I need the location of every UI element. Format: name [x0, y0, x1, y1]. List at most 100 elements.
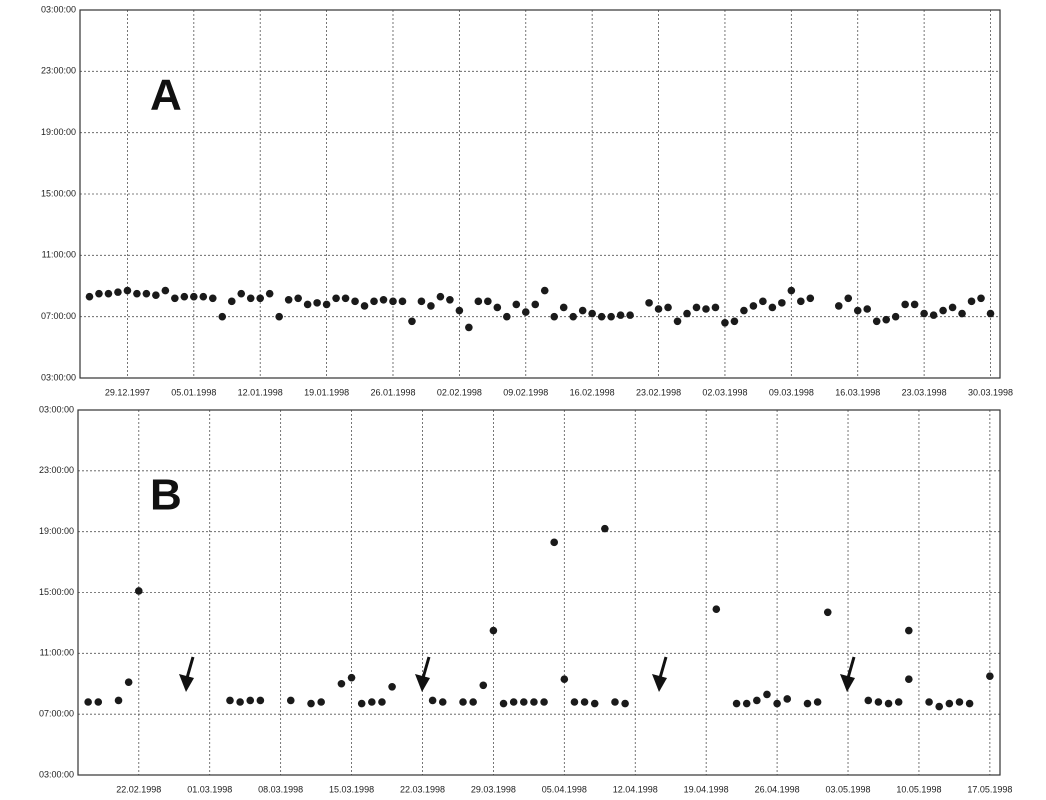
- point: [438, 698, 447, 706]
- point: [834, 302, 843, 310]
- point: [905, 675, 913, 683]
- point: [864, 696, 873, 705]
- point: [455, 306, 464, 315]
- point: [142, 289, 151, 298]
- point: [521, 308, 530, 316]
- point: [275, 312, 283, 321]
- point: [773, 699, 781, 708]
- x-tick-label: 08.03.1998: [258, 784, 303, 794]
- x-tick-label: 29.12.1997: [105, 387, 150, 397]
- point: [778, 299, 786, 307]
- point: [94, 698, 103, 706]
- point: [256, 696, 265, 705]
- x-tick-label: 09.03.1998: [769, 387, 814, 397]
- y-tick-label: 23:00:00: [41, 66, 76, 76]
- point: [190, 292, 198, 301]
- point: [294, 294, 302, 303]
- y-tick-label: 19:00:00: [41, 127, 76, 137]
- point: [303, 300, 312, 309]
- point: [844, 294, 853, 303]
- x-tick-label: 02.02.1998: [437, 387, 482, 397]
- arrow: [846, 656, 856, 679]
- x-tick-label: 16.03.1998: [835, 387, 880, 397]
- point: [236, 698, 244, 706]
- point: [730, 317, 739, 326]
- point: [813, 698, 822, 706]
- point: [823, 608, 832, 617]
- point: [787, 286, 796, 295]
- x-tick-label: 22.02.1998: [116, 784, 161, 794]
- point: [607, 312, 615, 321]
- point: [503, 312, 511, 321]
- point: [134, 587, 143, 595]
- point: [246, 294, 255, 303]
- point: [114, 696, 123, 705]
- point: [104, 289, 113, 298]
- point: [753, 696, 761, 705]
- point: [986, 309, 995, 318]
- x-tick-label: 12.01.1998: [238, 387, 283, 397]
- point: [161, 286, 170, 295]
- point: [313, 299, 321, 307]
- point: [341, 294, 350, 303]
- point: [246, 696, 255, 705]
- x-tick-label: 22.03.1998: [400, 784, 445, 794]
- point: [580, 698, 589, 706]
- x-tick-label: 10.05.1998: [896, 784, 941, 794]
- point: [977, 294, 985, 303]
- point: [570, 698, 579, 706]
- y-tick-label: 03:00:00: [41, 4, 76, 14]
- point: [874, 698, 883, 706]
- point: [882, 315, 890, 324]
- point: [616, 311, 625, 319]
- x-tick-label: 05.01.1998: [171, 387, 216, 397]
- x-tick-label: 09.02.1998: [503, 387, 548, 397]
- point: [702, 305, 710, 313]
- point: [740, 306, 748, 315]
- point: [742, 699, 751, 708]
- point: [673, 317, 682, 326]
- arrow-head: [415, 674, 430, 692]
- point: [389, 297, 397, 306]
- point: [265, 289, 274, 298]
- arrow-head: [652, 674, 667, 692]
- point: [357, 699, 366, 708]
- y-tick-label: 07:00:00: [39, 709, 74, 719]
- point: [479, 681, 488, 690]
- point: [512, 300, 521, 309]
- point: [803, 699, 812, 708]
- point: [955, 698, 964, 706]
- point: [469, 698, 477, 706]
- x-tick-label: 19.04.1998: [684, 784, 729, 794]
- point: [901, 300, 909, 309]
- arrow: [658, 656, 668, 679]
- point: [520, 698, 528, 706]
- x-tick-label: 19.01.1998: [304, 387, 349, 397]
- point: [863, 305, 872, 313]
- point: [180, 292, 189, 301]
- point: [428, 696, 437, 705]
- point: [540, 698, 548, 706]
- y-tick-label: 03:00:00: [41, 372, 76, 382]
- point: [171, 294, 179, 303]
- point: [611, 698, 619, 706]
- point: [945, 699, 954, 708]
- point: [626, 311, 634, 319]
- point: [337, 679, 346, 688]
- point: [664, 303, 672, 312]
- x-tick-label: 02.03.1998: [702, 387, 747, 397]
- point: [499, 699, 508, 708]
- point: [286, 696, 295, 705]
- point: [872, 317, 881, 326]
- point: [465, 323, 473, 332]
- point: [550, 312, 559, 321]
- point: [459, 698, 467, 706]
- point: [958, 309, 966, 318]
- panel-label: A: [150, 71, 182, 120]
- point: [948, 303, 957, 312]
- point: [939, 306, 947, 315]
- point: [368, 698, 376, 706]
- point: [218, 312, 227, 321]
- point: [227, 297, 236, 306]
